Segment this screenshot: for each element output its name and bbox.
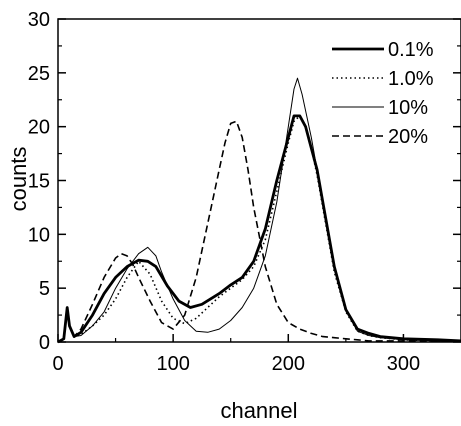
y-tick-label-4: 20 — [28, 117, 50, 139]
y-tick-label-0: 0 — [39, 332, 50, 354]
y-tick-label-6: 30 — [28, 9, 50, 31]
x-tick-label-1: 100 — [156, 353, 189, 375]
x-tick-label-3: 300 — [387, 353, 420, 375]
x-tick-label-2: 200 — [272, 353, 305, 375]
series-line-0 — [57, 114, 461, 344]
legend: 0.1% 1.0% 10% 20% — [332, 39, 434, 148]
legend-label-3: 20% — [388, 126, 428, 148]
x-tick-label-0: 0 — [52, 353, 63, 375]
series-line-2 — [57, 77, 461, 343]
axis-layer: 0 100 200 300 0 5 10 15 20 25 30 — [28, 9, 461, 375]
legend-label-2: 10% — [388, 97, 428, 119]
legend-label-0: 0.1% — [388, 39, 434, 61]
y-tick-label-3: 15 — [28, 171, 50, 193]
x-axis-label: channel — [220, 398, 297, 423]
y-tick-label-5: 25 — [28, 63, 50, 85]
y-axis-label: counts — [6, 147, 31, 212]
series-line-1 — [57, 115, 461, 343]
y-tick-label-1: 5 — [39, 278, 50, 300]
y-tick-label-2: 10 — [28, 224, 50, 246]
series-layer — [57, 77, 461, 344]
legend-label-1: 1.0% — [388, 68, 434, 90]
series-line-3 — [57, 120, 461, 343]
